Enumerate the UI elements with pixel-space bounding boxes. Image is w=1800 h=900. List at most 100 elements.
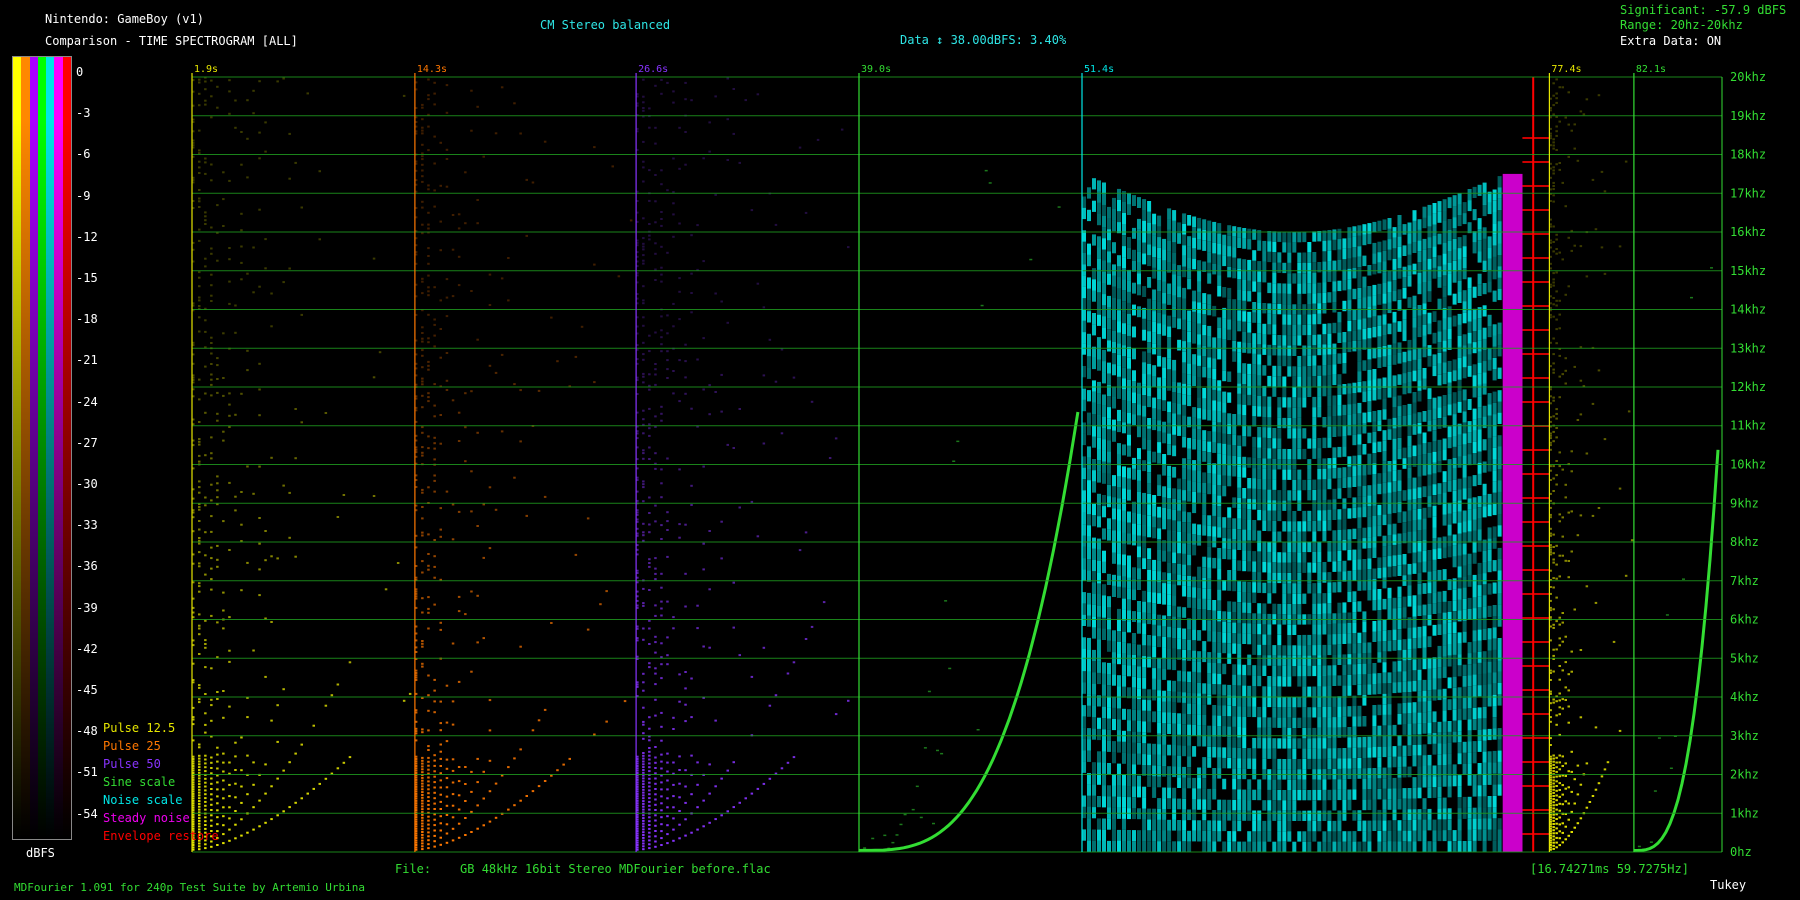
noise-cell [1182,809,1187,820]
harmonic-point [636,432,639,435]
harmonic-point [678,673,681,676]
noise-cell [1242,758,1247,769]
noise-cell [1232,309,1237,321]
harmonic-point [252,649,255,652]
harmonic-point [732,88,735,90]
harmonic-point [642,115,645,118]
noise-cell [1272,510,1277,521]
noise-cell [1237,758,1242,769]
noise-cell [1177,425,1182,436]
noise-cell [1212,663,1217,674]
harmonic-point [660,538,663,540]
harmonic-point [414,397,418,400]
noise-cell [1292,697,1297,708]
harmonic-point [252,828,255,831]
harmonic-point [636,281,639,284]
noise-cell [1342,519,1347,530]
noise-cell [1252,457,1257,469]
noise-cell [1297,335,1302,346]
noise-cell [1352,560,1357,571]
noise-cell [1342,810,1347,821]
noise-cell [1387,218,1392,229]
noise-cell [1407,222,1412,234]
harmonic-point [642,358,645,361]
noise-cell [1197,524,1202,535]
harmonic-point [672,839,675,842]
noise-cell [1147,472,1152,484]
noise-cell [1387,249,1392,261]
noise-cell [1207,567,1212,579]
noise-cell [1112,430,1116,442]
noise-cell [1247,228,1252,240]
noise-cell [1127,786,1131,798]
harmonic-point [421,571,424,574]
harmonic-point [439,836,442,839]
noise-cell [1397,353,1402,364]
harmonic-point [636,765,639,767]
noise-cell [1197,830,1202,842]
harmonic-point [660,677,663,680]
noise-cell [1342,529,1347,540]
harmonic-point [198,189,201,191]
harmonic-point [708,530,711,532]
harmonic-point [636,251,639,254]
noise-cell [1302,448,1307,460]
noise-cell [1257,644,1262,656]
noise-cell [1242,238,1247,249]
noise-cell [1157,679,1162,691]
harmonic-point [494,371,498,374]
harmonic-point [636,244,639,247]
noise-cell [1182,458,1187,469]
noise-cell [1372,221,1377,233]
noise-cell [1162,271,1167,282]
noise-cell [1352,643,1357,654]
harmonic-point [204,839,207,842]
harmonic-point [198,783,201,786]
noise-cell [1302,666,1307,677]
noise-cell [1207,399,1212,410]
noise-cell [1307,324,1312,335]
noise-cell [1312,531,1317,542]
noise-cell [1232,247,1237,258]
harmonic-point [642,500,645,503]
noise-cell [1207,578,1212,589]
noise-cell [1102,595,1106,607]
noise-cell [1122,411,1126,423]
noise-cell [1237,654,1242,665]
harmonic-point [427,78,430,81]
harmonic-point [636,839,639,842]
harmonic-point [210,614,213,617]
noise-cell [1367,642,1372,653]
harmonic-point [228,90,231,93]
noise-cell [1362,412,1367,424]
noise-cell [1282,717,1287,728]
harmonic-point [660,183,663,186]
noise-cell [1267,634,1272,645]
noise-cell [1337,332,1342,343]
harmonic-point [228,828,231,831]
harmonic-point [660,412,663,415]
harmonic-point [660,586,663,589]
harmonic-point [421,383,424,386]
noise-cell [1182,532,1187,544]
noise-cell [1412,755,1417,767]
noise-cell [1317,779,1322,790]
noise-cell [1087,829,1091,841]
harmonic-point [738,801,741,804]
noise-cell [1382,472,1387,483]
noise-cell [1222,485,1227,497]
harmonic-point [427,400,430,403]
harmonic-point [636,788,639,791]
noise-cell [1232,695,1237,706]
noise-cell [1122,686,1126,698]
harmonic-point [421,808,424,811]
noise-cell [1182,319,1187,331]
noise-cell [1322,468,1327,480]
harmonic-point [198,627,201,630]
harmonic-point [427,149,430,152]
noise-cell [1182,405,1187,416]
harmonic-point [198,152,201,155]
harmonic-point [654,777,657,780]
harmonic-point [414,395,418,398]
harmonic-point [654,746,657,748]
